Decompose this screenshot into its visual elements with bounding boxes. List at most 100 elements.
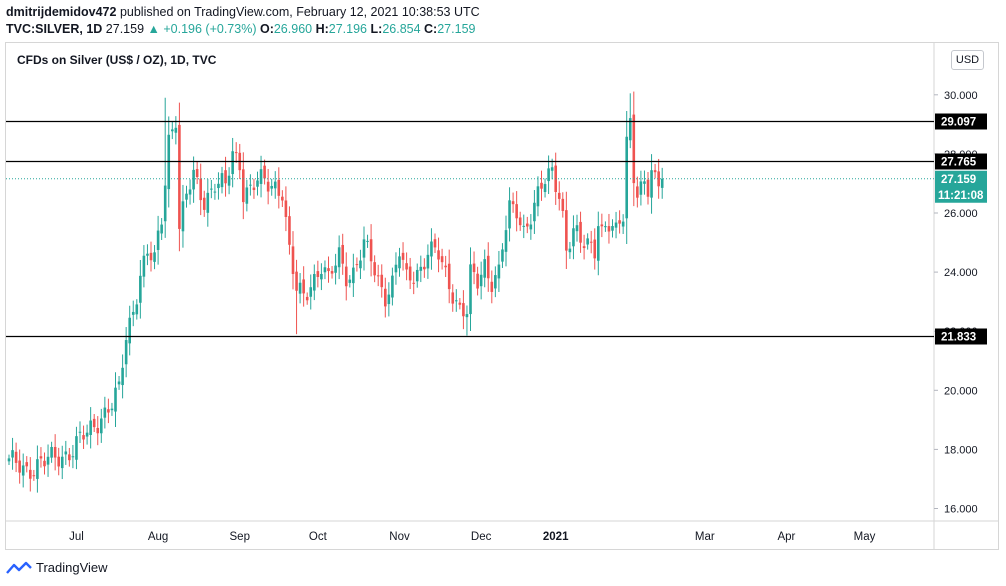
- candle-body: [486, 255, 490, 279]
- candle-body: [171, 129, 174, 132]
- brand-name: TradingView: [36, 560, 108, 575]
- candle: [639, 170, 643, 206]
- candle-body: [92, 418, 96, 428]
- candle: [604, 221, 607, 232]
- candle: [380, 264, 384, 298]
- candle-body: [632, 114, 636, 184]
- candle: [32, 469, 36, 481]
- candle: [18, 449, 21, 484]
- candle-body: [273, 181, 277, 189]
- close-value: 27.159: [437, 22, 476, 36]
- candle: [100, 408, 103, 443]
- candle: [263, 159, 266, 185]
- candle: [611, 219, 614, 238]
- candle: [490, 270, 494, 304]
- candle: [14, 442, 18, 473]
- candle: [188, 179, 192, 205]
- candle-body: [582, 246, 586, 249]
- footer-brand[interactable]: TradingView: [6, 560, 108, 575]
- candle-body: [85, 432, 89, 437]
- candle-body: [107, 409, 110, 413]
- candle: [575, 214, 579, 242]
- candle: [270, 178, 273, 196]
- candle: [114, 372, 117, 428]
- candle: [447, 249, 451, 304]
- candle-body: [440, 256, 444, 263]
- author: dmitrijdemidov472: [6, 5, 117, 19]
- candle-body: [415, 269, 419, 282]
- candle-body: [256, 180, 259, 187]
- low-label: L:: [370, 22, 383, 36]
- candle-body: [504, 230, 508, 252]
- candle-body: [114, 387, 117, 412]
- candle: [320, 263, 323, 291]
- change-value: ▲ +0.196 (+0.73%): [147, 22, 257, 36]
- candle-body: [408, 266, 412, 281]
- candle-body: [160, 224, 163, 234]
- candle: [202, 190, 206, 217]
- candle-body: [231, 151, 234, 175]
- candle: [75, 426, 78, 470]
- candle-body: [433, 239, 437, 248]
- high-label: H:: [315, 22, 329, 36]
- candle-body: [653, 170, 657, 173]
- candle-body: [323, 267, 327, 273]
- candle: [536, 176, 540, 217]
- candle-body: [341, 244, 344, 264]
- candle: [451, 284, 455, 312]
- candle-body: [490, 281, 494, 292]
- candle-body: [153, 252, 156, 262]
- candle: [107, 398, 110, 424]
- candle: [135, 299, 139, 320]
- candle: [295, 259, 298, 335]
- candle-body: [149, 252, 153, 261]
- candle: [50, 441, 53, 463]
- y-tick-label: 26.000: [944, 208, 978, 220]
- currency-button[interactable]: USD: [951, 50, 984, 70]
- candle-body: [220, 173, 224, 188]
- candle-body: [75, 436, 78, 460]
- candle: [195, 161, 199, 185]
- candle: [252, 178, 256, 199]
- candle: [582, 234, 586, 260]
- candle: [85, 424, 89, 445]
- candle: [7, 454, 11, 466]
- candle-body: [522, 225, 526, 227]
- candle-body: [309, 287, 313, 297]
- candle: [387, 282, 391, 317]
- candle-body: [547, 168, 550, 182]
- candle: [46, 444, 50, 477]
- candle-body: [650, 170, 653, 198]
- candle-body: [643, 181, 646, 184]
- candle-body: [146, 253, 149, 256]
- candle: [323, 260, 327, 280]
- candle-body: [334, 265, 337, 273]
- candle-body: [82, 435, 85, 440]
- candle: [156, 215, 160, 265]
- level-label-bg: [935, 153, 987, 170]
- candle: [415, 263, 419, 288]
- candle-body: [501, 249, 504, 262]
- candle-body: [181, 201, 185, 232]
- candle: [348, 275, 352, 288]
- candle: [149, 241, 153, 272]
- candle: [614, 211, 618, 239]
- candle: [92, 414, 96, 432]
- candle: [103, 396, 107, 429]
- candle-body: [589, 241, 593, 243]
- candle-body: [394, 264, 398, 273]
- candle: [259, 155, 263, 198]
- candle-body: [387, 294, 391, 305]
- candle-body: [529, 224, 533, 230]
- candle: [561, 192, 565, 218]
- candle: [540, 170, 543, 201]
- candle: [462, 290, 465, 330]
- candle-body: [131, 311, 135, 315]
- candle: [455, 289, 458, 312]
- candle: [199, 163, 202, 216]
- candle: [89, 407, 92, 449]
- last-price-label-bg: [935, 170, 987, 203]
- candle: [128, 305, 131, 356]
- candle: [476, 266, 479, 296]
